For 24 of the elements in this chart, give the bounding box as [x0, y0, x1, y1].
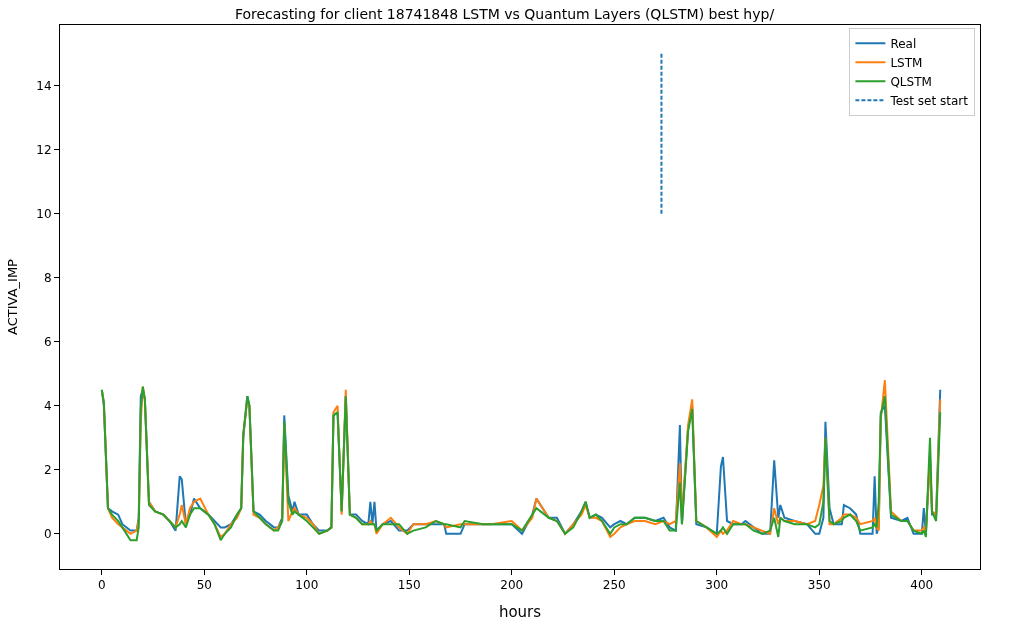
x-tick-label: 250	[602, 578, 626, 593]
y-tick-label: 14	[36, 79, 52, 93]
y-tick-label: 4	[43, 399, 52, 413]
y-axis-title: ACTIVA_IMP	[5, 258, 21, 335]
legend-label: QLSTM	[890, 74, 932, 89]
x-axis-title: hours	[498, 603, 542, 622]
y-tick-label: 0	[43, 527, 52, 541]
y-tick-label: 6	[43, 335, 52, 349]
x-tick-label: 150	[397, 578, 421, 593]
legend-label: LSTM	[890, 55, 923, 70]
y-tick-label: 2	[43, 463, 52, 477]
x-tick-label: 0	[98, 578, 106, 593]
y-tick-label: 10	[36, 207, 52, 221]
x-tick-label: 400	[910, 578, 934, 593]
legend-label: Real	[890, 36, 917, 51]
x-tick-label: 300	[705, 578, 729, 593]
x-tick-label: 200	[500, 578, 524, 593]
x-tick-label: 50	[196, 578, 212, 593]
y-tick-label: 8	[43, 271, 52, 285]
y-tick-label: 12	[36, 143, 52, 157]
legend-label: Test set start	[889, 93, 969, 108]
x-tick-label: 350	[807, 578, 831, 593]
x-tick-label: 100	[295, 578, 319, 593]
chart-title: Forecasting for client 18741848 LSTM vs Quantum Layers (QLSTM) best hyp/	[234, 6, 775, 23]
